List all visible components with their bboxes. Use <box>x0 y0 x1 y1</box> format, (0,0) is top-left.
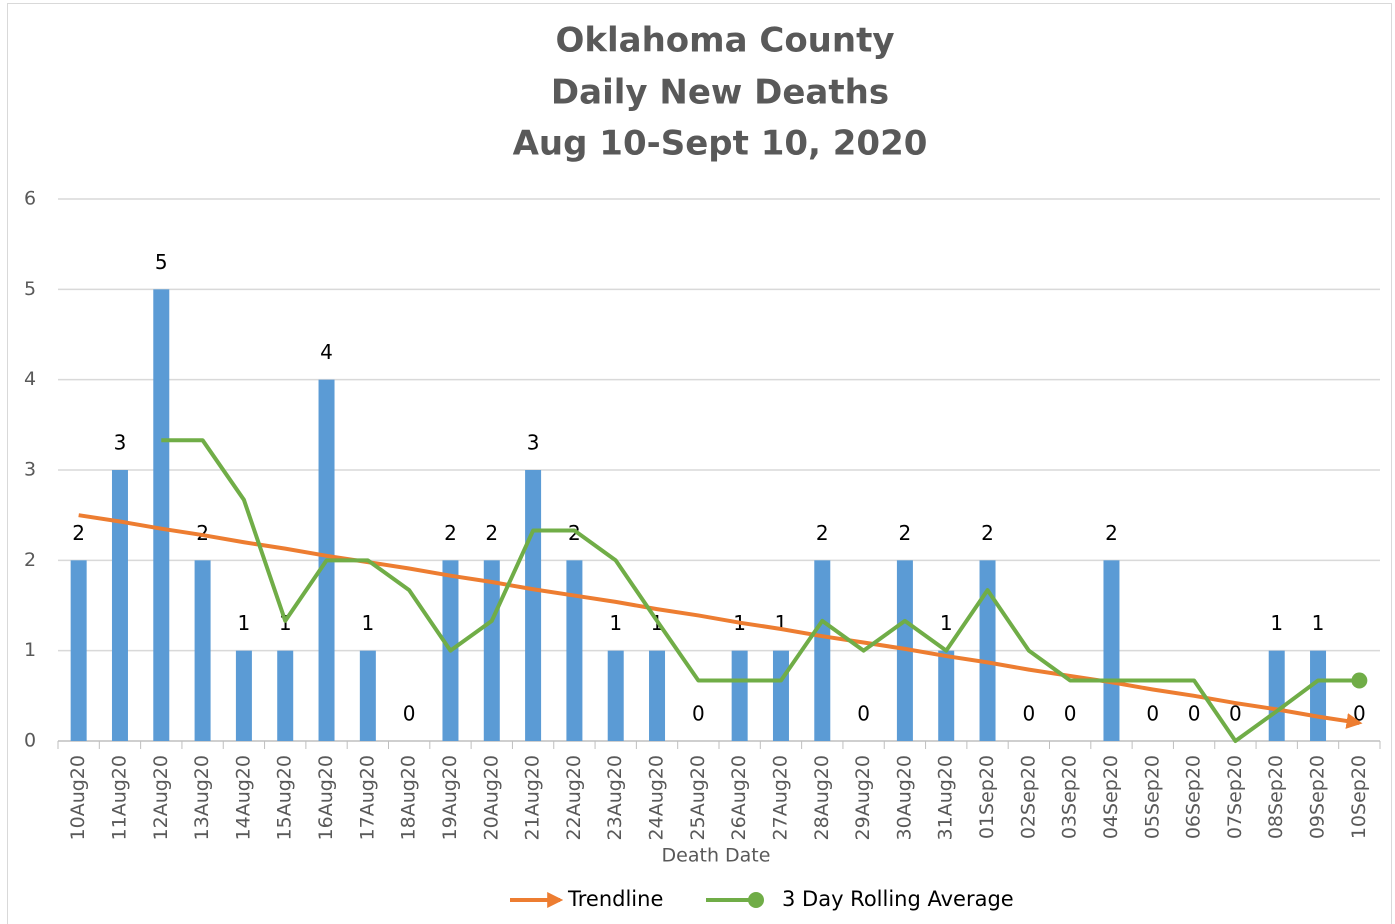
x-tick-label: 25Aug20 <box>687 755 709 840</box>
line-series <box>78 513 1363 729</box>
x-tick-label: 09Sep20 <box>1307 755 1329 839</box>
data-label: 3 <box>527 431 540 455</box>
data-label: 2 <box>899 521 912 545</box>
bar <box>1268 650 1285 741</box>
bar <box>731 650 748 741</box>
x-tick-label: 31Aug20 <box>935 755 957 840</box>
x-tick-label: 29Aug20 <box>852 755 874 840</box>
data-label: 3 <box>114 431 127 455</box>
data-label: 0 <box>1188 702 1201 726</box>
x-tick-label: 28Aug20 <box>811 755 833 840</box>
bar <box>153 289 170 741</box>
bar <box>70 560 87 741</box>
y-tick-label: 0 <box>24 730 36 752</box>
data-label: 0 <box>1022 702 1035 726</box>
x-tick-label: 06Sep20 <box>1183 755 1205 839</box>
x-tick-label: 10Aug20 <box>67 755 89 840</box>
x-tick-label: 07Sep20 <box>1224 755 1246 839</box>
bar <box>235 650 252 741</box>
chart-border <box>7 3 1392 924</box>
x-tick-label: 12Aug20 <box>150 755 172 840</box>
data-label: 2 <box>196 521 209 545</box>
x-tick-label: 13Aug20 <box>191 755 213 840</box>
bar <box>979 560 996 741</box>
data-label: 2 <box>816 521 829 545</box>
data-label: 0 <box>857 702 870 726</box>
x-tick-label: 21Aug20 <box>522 755 544 840</box>
data-label: 1 <box>238 611 251 635</box>
bar <box>1103 560 1120 741</box>
data-label: 1 <box>361 611 374 635</box>
legend-label: Trendline <box>567 887 663 911</box>
x-tick-label: 20Aug20 <box>480 755 502 840</box>
x-tick-label: 10Sep20 <box>1348 755 1370 839</box>
y-tick-label: 4 <box>24 368 36 390</box>
legend-label: 3 Day Rolling Average <box>782 887 1014 911</box>
x-tick-label: 19Aug20 <box>439 755 461 840</box>
data-label: 1 <box>609 611 622 635</box>
x-tick-label: 02Sep20 <box>1017 755 1039 839</box>
y-tick-label: 3 <box>24 459 36 481</box>
chart-title: Aug 10-Sept 10, 2020 <box>513 124 928 164</box>
data-label: 2 <box>1105 521 1118 545</box>
bar <box>111 470 128 741</box>
x-tick-label: 15Aug20 <box>274 755 296 840</box>
x-tick-label: 22Aug20 <box>563 755 585 840</box>
data-label: 0 <box>1229 702 1242 726</box>
data-label: 2 <box>444 521 457 545</box>
y-tick-label: 2 <box>24 549 36 571</box>
x-tick-label: 01Sep20 <box>976 755 998 839</box>
data-label: 0 <box>692 702 705 726</box>
data-label: 2 <box>485 521 498 545</box>
x-tick-label: 03Sep20 <box>1059 755 1081 839</box>
data-label: 0 <box>1064 702 1077 726</box>
x-tick-label: 17Aug20 <box>356 755 378 840</box>
bar <box>194 560 211 741</box>
bar <box>483 560 500 741</box>
data-label: 1 <box>940 611 953 635</box>
x-tick-label: 04Sep20 <box>1100 755 1122 839</box>
bar <box>607 650 624 741</box>
y-tick-label: 1 <box>24 639 36 661</box>
chart-title: Daily New Deaths <box>551 73 889 113</box>
data-label: 0 <box>1146 702 1159 726</box>
data-label: 4 <box>320 340 333 364</box>
chart-title: Oklahoma County <box>555 21 894 61</box>
y-tick-label: 6 <box>24 188 36 210</box>
bar <box>525 470 542 741</box>
bar <box>814 560 831 741</box>
x-tick-label: 11Aug20 <box>108 755 130 840</box>
x-tick-label: 24Aug20 <box>646 755 668 840</box>
x-axis-label: Death Date <box>662 845 771 867</box>
bar <box>566 560 583 741</box>
data-label: 5 <box>155 250 168 274</box>
bar <box>938 650 955 741</box>
data-label: 2 <box>72 521 85 545</box>
x-tick-label: 18Aug20 <box>398 755 420 840</box>
x-tick-label: 27Aug20 <box>769 755 791 840</box>
y-tick-label: 5 <box>24 278 36 300</box>
bar <box>772 650 789 741</box>
bar <box>359 650 376 741</box>
bar <box>1310 650 1327 741</box>
line-series <box>161 438 1368 743</box>
x-tick-label: 30Aug20 <box>893 755 915 840</box>
x-tick-label: 14Aug20 <box>232 755 254 840</box>
x-tick-label: 26Aug20 <box>728 755 750 840</box>
data-label: 1 <box>1270 611 1283 635</box>
data-label: 0 <box>403 702 416 726</box>
bar <box>277 650 294 741</box>
data-label: 1 <box>1312 611 1325 635</box>
x-tick-label: 05Sep20 <box>1141 755 1163 839</box>
x-tick-label: 08Sep20 <box>1265 755 1287 839</box>
x-tick-label: 16Aug20 <box>315 755 337 840</box>
bar <box>649 650 666 741</box>
data-label: 2 <box>981 521 994 545</box>
x-tick-label: 23Aug20 <box>604 755 626 840</box>
